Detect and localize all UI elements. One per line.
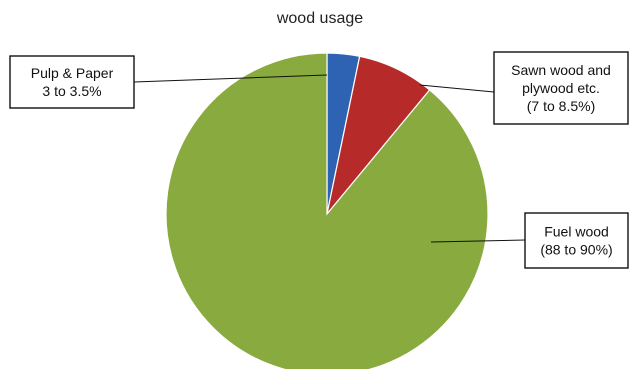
data-label-box-0 bbox=[9, 55, 135, 109]
pie-slice-2 bbox=[165, 52, 489, 369]
data-label-1-line-2: (7 to 8.5%) bbox=[527, 98, 595, 114]
data-label-box-2 bbox=[524, 212, 629, 269]
data-label-2-line-1: (88 to 90%) bbox=[540, 242, 612, 258]
leader-line-2 bbox=[430, 239, 526, 243]
leader-line-1 bbox=[419, 84, 495, 93]
data-label-0-line-0: Pulp & Paper bbox=[31, 65, 114, 81]
chart-title: wood usage bbox=[276, 10, 364, 27]
leader-line-0 bbox=[133, 74, 328, 83]
data-label-1-line-0: Sawn wood and bbox=[511, 62, 611, 78]
data-label-1-line-1: plywood etc. bbox=[522, 80, 600, 96]
data-label-box-1 bbox=[493, 51, 629, 125]
data-label-0-line-1: 3 to 3.5% bbox=[42, 83, 101, 99]
data-label-2-line-0: Fuel wood bbox=[544, 224, 609, 240]
